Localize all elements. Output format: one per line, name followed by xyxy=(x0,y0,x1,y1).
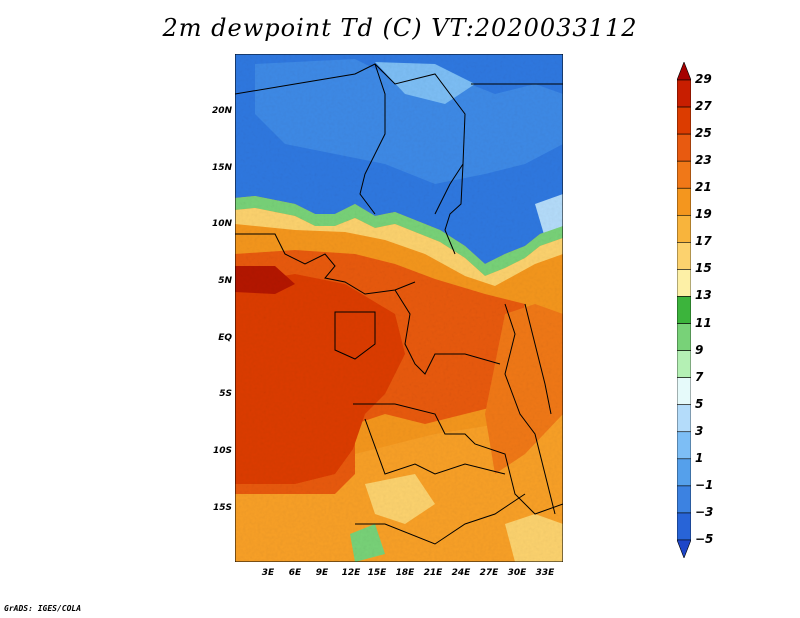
colorbar-segment xyxy=(677,377,691,406)
colorbar-segment xyxy=(677,431,691,460)
colorbar-segment xyxy=(677,296,691,324)
colorbar-label: 7 xyxy=(695,369,704,384)
lon-tick-label: 33E xyxy=(535,568,555,578)
colorbar-segment xyxy=(677,404,691,433)
lon-tick-label: 15E xyxy=(367,568,387,578)
colorbar-segment xyxy=(677,539,691,558)
lon-tick-label: 24E xyxy=(451,568,471,578)
dewpoint-map xyxy=(235,54,563,562)
region-red xyxy=(235,274,405,484)
lat-tick-label: 5S xyxy=(219,389,232,399)
lon-tick-label: 21E xyxy=(423,568,443,578)
lat-tick-label: 15N xyxy=(211,163,232,173)
colorbar-segment xyxy=(677,79,691,108)
colorbar-segment xyxy=(677,242,691,270)
colorbar-label: 15 xyxy=(695,261,712,276)
lon-tick-label: 27E xyxy=(479,568,499,578)
lon-tick-label: 3E xyxy=(261,568,275,578)
colorbar-label: 19 xyxy=(695,207,712,222)
colorbar-segment xyxy=(677,160,691,189)
colorbar-segment xyxy=(677,269,691,297)
credit-text: GrADS: IGES/COLA xyxy=(4,604,82,613)
colorbar-label: −1 xyxy=(695,477,714,492)
colorbar-label: 3 xyxy=(695,423,704,438)
colorbar-segment xyxy=(677,62,691,81)
lat-tick-label: 15S xyxy=(212,503,232,513)
colorbar-label: 5 xyxy=(695,396,704,411)
colorbar-segment xyxy=(677,187,691,216)
colorbar-segment xyxy=(677,106,691,135)
lon-tick-label: 6E xyxy=(288,568,302,578)
colorbar-segment xyxy=(677,512,691,541)
colorbar-segment xyxy=(677,458,691,487)
colorbar-label: 21 xyxy=(695,180,712,195)
colorbar-segment xyxy=(677,133,691,162)
colorbar-segment xyxy=(677,485,691,514)
colorbar-label: 13 xyxy=(695,288,712,303)
lat-tick-label: 10N xyxy=(211,219,232,229)
chart-title: 2m dewpoint Td (C) VT:2020033112 xyxy=(162,14,638,42)
lat-tick-label: 20N xyxy=(211,106,232,116)
lat-tick-label: 10S xyxy=(212,446,232,456)
region-green-band xyxy=(235,196,563,276)
colorbar-label: 17 xyxy=(695,234,712,249)
colorbar-label: 25 xyxy=(695,126,712,141)
colorbar-label: −3 xyxy=(695,504,714,519)
lat-tick-label: EQ xyxy=(218,333,232,343)
colorbar-label: 9 xyxy=(695,342,704,357)
colorbar-label: 23 xyxy=(695,153,712,168)
lon-tick-label: 12E xyxy=(341,568,361,578)
lon-tick-label: 30E xyxy=(507,568,527,578)
colorbar-label: −5 xyxy=(695,532,714,546)
region-blue-light xyxy=(255,59,563,184)
colorbar-label: 1 xyxy=(695,450,704,465)
lat-tick-label: 5N xyxy=(218,276,232,286)
region-darkred xyxy=(235,266,295,294)
colorbar-segment xyxy=(677,214,691,243)
colorbar xyxy=(677,62,691,558)
colorbar-label: 11 xyxy=(695,315,712,330)
colorbar-segment xyxy=(677,323,691,351)
region-yellow-band xyxy=(235,208,563,286)
colorbar-label: 29 xyxy=(695,72,712,86)
lon-tick-label: 18E xyxy=(395,568,415,578)
colorbar-segment xyxy=(677,350,691,378)
lon-tick-label: 9E xyxy=(315,568,329,578)
colorbar-label: 27 xyxy=(695,99,712,114)
